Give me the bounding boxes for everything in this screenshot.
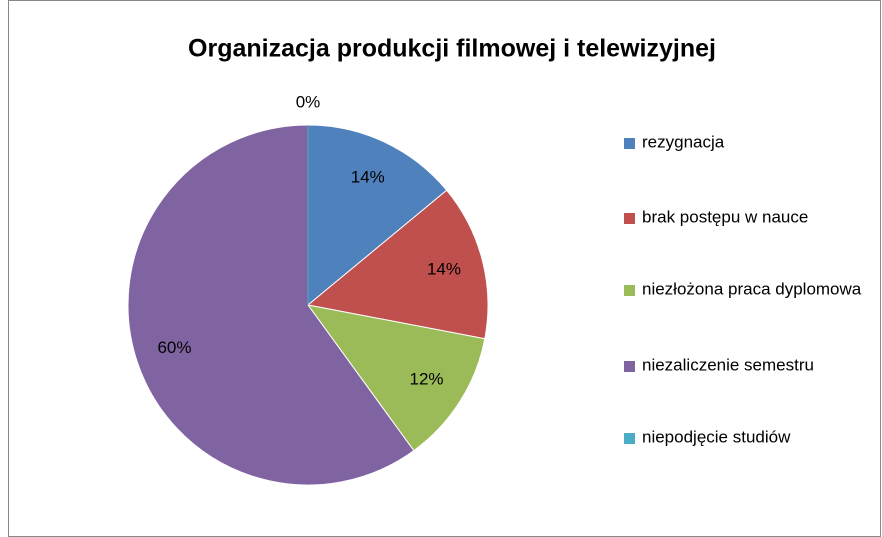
chart-title: Organizacja produkcji filmowej i telewiz… <box>188 35 716 63</box>
pie-slice <box>127 124 415 486</box>
pie-slice <box>307 124 448 307</box>
legend-swatch <box>624 433 635 444</box>
legend-label: niepodjęcie studiów <box>642 427 791 446</box>
data-label: 14% <box>427 260 461 279</box>
legend-swatch <box>624 138 635 149</box>
data-label: 14% <box>351 167 385 186</box>
legend-label: rezygnacja <box>642 132 725 151</box>
legend-label: niezłożona praca dyplomowa <box>642 279 862 298</box>
legend-label: brak postępu w nauce <box>642 207 808 226</box>
data-label: 12% <box>410 370 444 389</box>
data-label: 60% <box>157 338 191 357</box>
data-label: 0% <box>296 92 321 111</box>
legend-swatch <box>624 213 635 224</box>
pie-slice <box>306 189 489 340</box>
pie-slice <box>306 304 486 452</box>
legend-label: niezaliczenie semestru <box>642 355 814 374</box>
legend-swatch <box>624 361 635 372</box>
legend-swatch <box>624 285 635 296</box>
